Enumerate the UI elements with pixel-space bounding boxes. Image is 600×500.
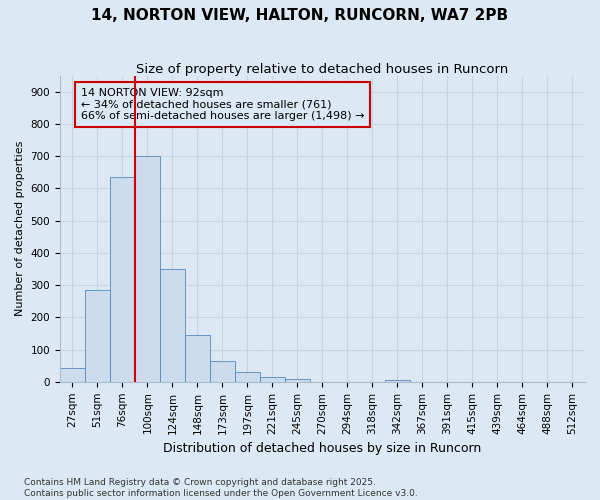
Bar <box>285 378 310 382</box>
Bar <box>260 377 285 382</box>
Bar <box>385 380 410 382</box>
Bar <box>160 269 185 382</box>
Bar <box>210 361 235 382</box>
Title: Size of property relative to detached houses in Runcorn: Size of property relative to detached ho… <box>136 62 509 76</box>
Bar <box>185 335 210 382</box>
Text: 14 NORTON VIEW: 92sqm
← 34% of detached houses are smaller (761)
66% of semi-det: 14 NORTON VIEW: 92sqm ← 34% of detached … <box>81 88 364 121</box>
Bar <box>110 177 135 382</box>
Text: 14, NORTON VIEW, HALTON, RUNCORN, WA7 2PB: 14, NORTON VIEW, HALTON, RUNCORN, WA7 2P… <box>91 8 509 22</box>
Text: Contains HM Land Registry data © Crown copyright and database right 2025.
Contai: Contains HM Land Registry data © Crown c… <box>24 478 418 498</box>
X-axis label: Distribution of detached houses by size in Runcorn: Distribution of detached houses by size … <box>163 442 482 455</box>
Bar <box>60 368 85 382</box>
Bar <box>235 372 260 382</box>
Bar <box>85 290 110 382</box>
Bar <box>135 156 160 382</box>
Y-axis label: Number of detached properties: Number of detached properties <box>15 141 25 316</box>
